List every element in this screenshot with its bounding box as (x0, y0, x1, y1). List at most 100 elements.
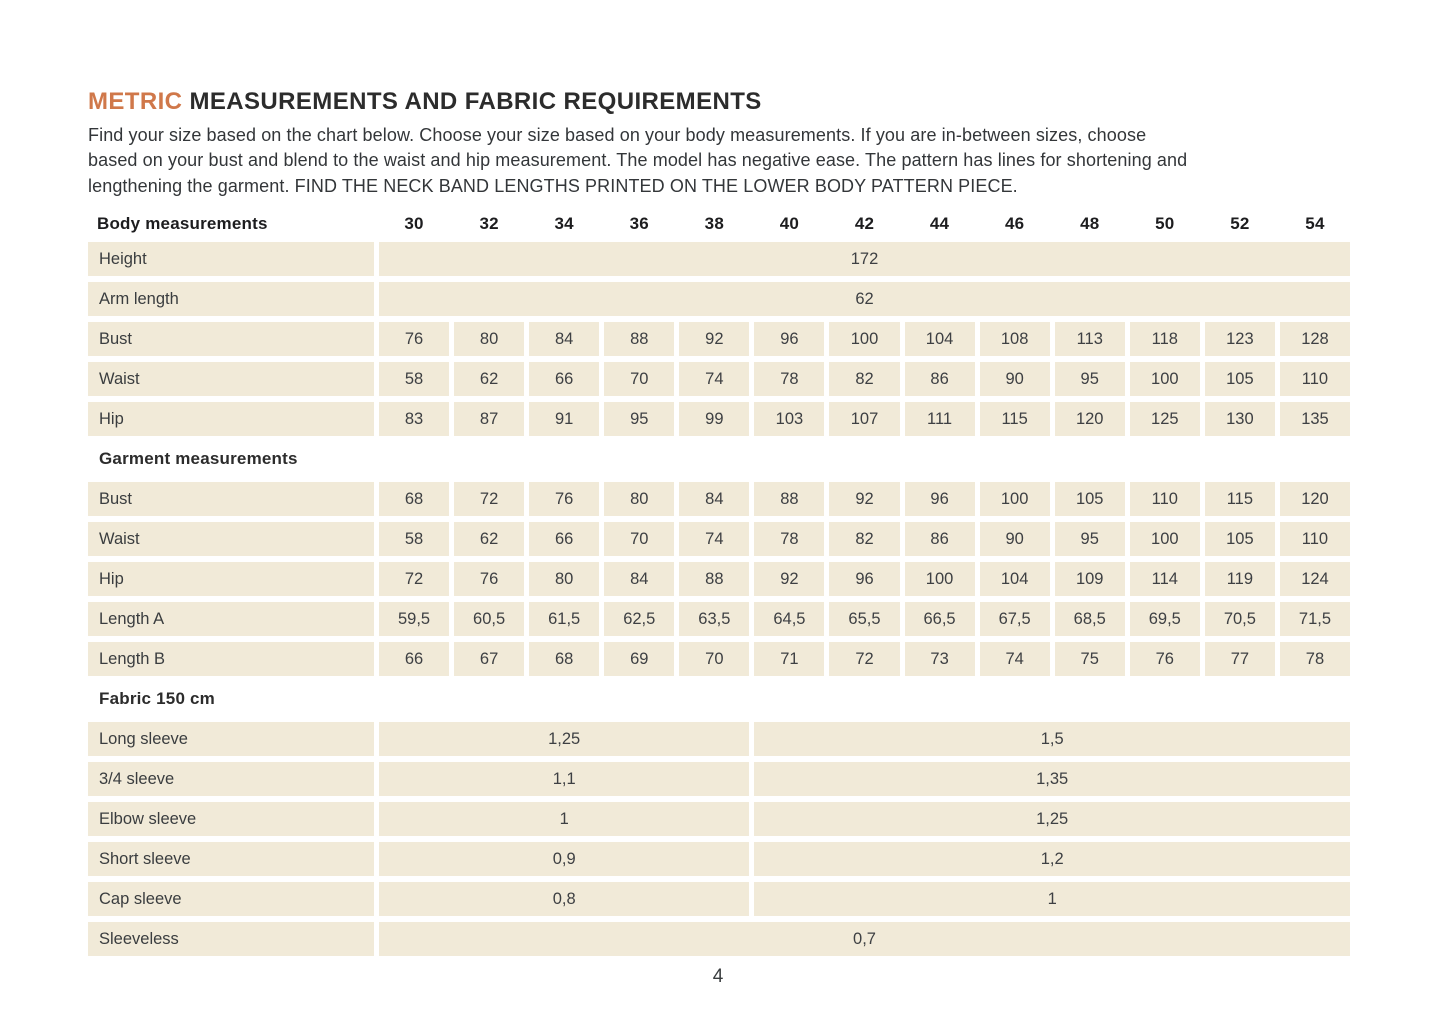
garment-value-cell: 66 (379, 642, 450, 677)
size-column-header: 38 (704, 214, 724, 234)
garment-value-cell: 86 (904, 522, 975, 557)
body-row-label: Bust (88, 322, 374, 357)
garment-value-cell: 114 (1129, 562, 1200, 597)
garment-value-cell: 105 (1204, 522, 1275, 557)
fabric-span-value: 0,7 (379, 922, 1350, 957)
size-column-header: 52 (1230, 214, 1250, 234)
body-value-cell: 103 (754, 402, 825, 437)
garment-value-cell: 96 (904, 482, 975, 517)
garment-value-cell: 74 (979, 642, 1050, 677)
garment-value-cell: 92 (754, 562, 825, 597)
garment-value-cell: 59,5 (379, 602, 450, 637)
garment-value-cell: 110 (1129, 482, 1200, 517)
garment-value-cell: 74 (679, 522, 750, 557)
garment-value-cell: 68 (379, 482, 450, 517)
garment-value-cell: 72 (379, 562, 450, 597)
body-value-cell: 104 (904, 322, 975, 357)
page-title: METRIC MEASUREMENTS AND FABRIC REQUIREME… (88, 88, 1350, 116)
garment-value-cell: 68,5 (1054, 602, 1125, 637)
garment-value-cell: 96 (829, 562, 900, 597)
body-row-label: Height (88, 242, 374, 277)
body-value-cell: 80 (454, 322, 525, 357)
body-value-cell: 95 (1054, 362, 1125, 397)
fabric-row-label: Sleeveless (88, 922, 374, 957)
garment-value-cell: 61,5 (529, 602, 600, 637)
body-span-value: 62 (379, 282, 1350, 317)
garment-row-label: Length B (88, 642, 374, 677)
fabric-right-value: 1,2 (754, 842, 1350, 877)
garment-value-cell: 58 (379, 522, 450, 557)
body-value-cell: 118 (1129, 322, 1200, 357)
garment-value-cell: 78 (1279, 642, 1350, 677)
fabric-right-value: 1,5 (754, 722, 1350, 757)
garment-value-cell: 62,5 (604, 602, 675, 637)
section-header-fabric: Fabric 150 cm (99, 689, 215, 709)
body-value-cell: 95 (604, 402, 675, 437)
intro-line: based on your bust and blend to the wais… (88, 150, 1188, 171)
body-value-cell: 105 (1204, 362, 1275, 397)
body-value-cell: 62 (454, 362, 525, 397)
garment-value-cell: 71 (754, 642, 825, 677)
body-value-cell: 128 (1279, 322, 1350, 357)
garment-value-cell: 90 (979, 522, 1050, 557)
garment-value-cell: 120 (1279, 482, 1350, 517)
garment-value-cell: 105 (1054, 482, 1125, 517)
body-value-cell: 86 (904, 362, 975, 397)
size-column-header: 36 (629, 214, 649, 234)
garment-value-cell: 100 (904, 562, 975, 597)
garment-value-cell: 77 (1204, 642, 1275, 677)
body-row-label: Arm length (88, 282, 374, 317)
fabric-row-label: Elbow sleeve (88, 802, 374, 837)
garment-value-cell: 70,5 (1204, 602, 1275, 637)
intro-line: lengthening the garment. FIND THE NECK B… (88, 175, 1018, 196)
body-value-cell: 135 (1279, 402, 1350, 437)
garment-value-cell: 124 (1279, 562, 1350, 597)
garment-value-cell: 100 (979, 482, 1050, 517)
body-value-cell: 130 (1204, 402, 1275, 437)
body-value-cell: 66 (529, 362, 600, 397)
garment-row-label: Waist (88, 522, 374, 557)
garment-value-cell: 84 (604, 562, 675, 597)
garment-value-cell: 88 (679, 562, 750, 597)
body-value-cell: 88 (604, 322, 675, 357)
body-value-cell: 84 (529, 322, 600, 357)
garment-value-cell: 71,5 (1279, 602, 1350, 637)
intro-paragraph: Find your size based on the chart below.… (88, 123, 1350, 200)
body-value-cell: 123 (1204, 322, 1275, 357)
garment-value-cell: 78 (754, 522, 825, 557)
body-value-cell: 115 (979, 402, 1050, 437)
garment-value-cell: 67,5 (979, 602, 1050, 637)
body-value-cell: 96 (754, 322, 825, 357)
fabric-left-value: 1,25 (379, 722, 750, 757)
body-value-cell: 74 (679, 362, 750, 397)
body-value-cell: 107 (829, 402, 900, 437)
garment-value-cell: 66 (529, 522, 600, 557)
size-column-header: 46 (1004, 214, 1025, 234)
garment-value-cell: 60,5 (454, 602, 525, 637)
garment-value-cell: 82 (829, 522, 900, 557)
fabric-right-value: 1 (754, 882, 1350, 917)
garment-value-cell: 115 (1204, 482, 1275, 517)
garment-value-cell: 68 (529, 642, 600, 677)
body-row-label: Hip (88, 402, 374, 437)
garment-value-cell: 109 (1054, 562, 1125, 597)
body-value-cell: 100 (829, 322, 900, 357)
body-value-cell: 113 (1054, 322, 1125, 357)
garment-value-cell: 64,5 (754, 602, 825, 637)
body-row-label: Waist (88, 362, 374, 397)
garment-value-cell: 62 (454, 522, 525, 557)
fabric-row-label: Short sleeve (88, 842, 374, 877)
fabric-row-label: Long sleeve (88, 722, 374, 757)
body-value-cell: 108 (979, 322, 1050, 357)
garment-value-cell: 80 (604, 482, 675, 517)
garment-value-cell: 88 (754, 482, 825, 517)
garment-value-cell: 73 (904, 642, 975, 677)
garment-value-cell: 76 (1129, 642, 1200, 677)
garment-value-cell: 76 (529, 482, 600, 517)
page-title-accent: METRIC (88, 88, 183, 115)
body-value-cell: 91 (529, 402, 600, 437)
body-value-cell: 87 (454, 402, 525, 437)
garment-value-cell: 70 (679, 642, 750, 677)
size-column-header: 48 (1080, 214, 1100, 234)
size-column-header: 54 (1305, 214, 1325, 234)
